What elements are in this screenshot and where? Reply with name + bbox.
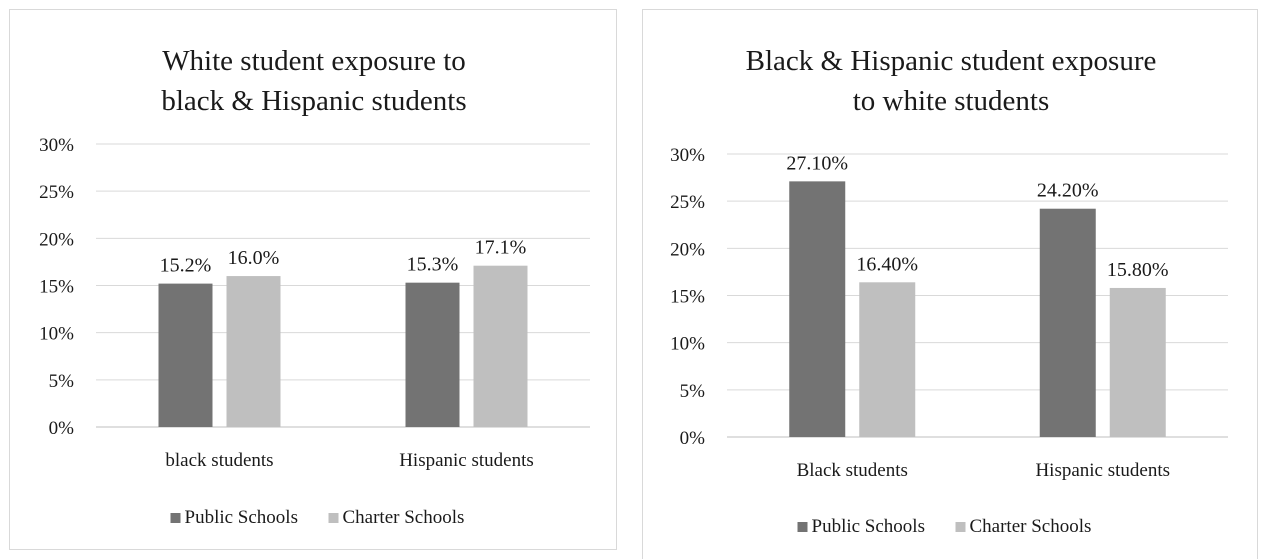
legend-swatch bbox=[170, 513, 181, 523]
bar bbox=[405, 282, 460, 427]
bar bbox=[158, 283, 213, 427]
data-label: 16.40% bbox=[856, 253, 918, 275]
legend-label: Public Schools bbox=[185, 507, 298, 528]
data-label: 16.0% bbox=[228, 247, 280, 269]
chart-title-line: to white students bbox=[853, 85, 1050, 117]
y-tick-label: 10% bbox=[670, 334, 705, 355]
bar bbox=[859, 282, 916, 437]
data-label: 17.1% bbox=[475, 237, 527, 259]
legend-swatch bbox=[955, 522, 966, 532]
chart-panel-right: Black & Hispanic student exposure to whit… bbox=[642, 9, 1258, 559]
y-tick-label: 20% bbox=[670, 239, 705, 260]
chart-right: Black & Hispanic student exposure to whit… bbox=[670, 45, 1228, 537]
y-tick-label: 5% bbox=[49, 371, 75, 392]
category-label: Hispanic students bbox=[399, 450, 534, 471]
bar bbox=[473, 265, 528, 427]
chart-title-line: black & Hispanic students bbox=[161, 85, 466, 117]
y-tick-label: 25% bbox=[670, 192, 705, 213]
y-tick-label: 15% bbox=[39, 277, 74, 298]
data-label: 24.20% bbox=[1037, 180, 1099, 202]
legend-label: Public Schools bbox=[812, 516, 925, 537]
y-tick-label: 15% bbox=[670, 287, 705, 308]
legend-label: Charter Schools bbox=[343, 507, 465, 528]
data-label: 15.3% bbox=[407, 254, 459, 276]
chart-title-line: Black & Hispanic student exposure bbox=[746, 45, 1157, 77]
legend-swatch bbox=[797, 522, 808, 532]
legend-label: Charter Schools bbox=[970, 516, 1092, 537]
bar bbox=[226, 276, 281, 427]
y-tick-label: 25% bbox=[39, 182, 74, 203]
bar bbox=[789, 181, 846, 437]
bar bbox=[1039, 208, 1096, 437]
category-label: Hispanic students bbox=[1035, 460, 1170, 481]
y-tick-label: 30% bbox=[670, 145, 705, 166]
data-label: 15.2% bbox=[160, 255, 212, 277]
y-tick-label: 5% bbox=[680, 381, 706, 402]
legend-swatch bbox=[328, 513, 339, 523]
chart-left: White student exposure to black & Hispani… bbox=[39, 45, 590, 528]
chart-title-line: White student exposure to bbox=[162, 45, 466, 77]
bar bbox=[1109, 287, 1166, 437]
y-tick-label: 0% bbox=[680, 428, 706, 449]
chart-panel-left: White student exposure to black & Hispani… bbox=[9, 9, 617, 550]
y-tick-label: 0% bbox=[49, 418, 75, 439]
data-label: 15.80% bbox=[1107, 259, 1169, 281]
data-label: 27.10% bbox=[786, 152, 848, 174]
y-tick-label: 20% bbox=[39, 229, 74, 250]
category-label: black students bbox=[165, 450, 273, 471]
category-label: Black students bbox=[797, 460, 908, 481]
y-tick-label: 10% bbox=[39, 324, 74, 345]
y-tick-label: 30% bbox=[39, 135, 74, 156]
